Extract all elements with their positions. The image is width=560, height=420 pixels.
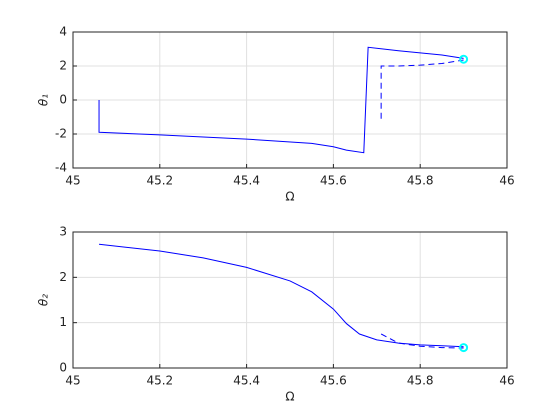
y-tick-label: 0 (59, 361, 67, 375)
x-tick-label: 45.8 (407, 174, 434, 188)
y-axis-label: θ₂ (37, 294, 51, 306)
y-tick-label: -4 (55, 161, 67, 175)
y-tick-label: 2 (59, 270, 67, 284)
x-tick-label: 45.2 (146, 374, 173, 388)
y-tick-label: -2 (55, 127, 67, 141)
marker (459, 54, 469, 64)
x-axis-label: Ω (285, 190, 294, 204)
axes-box (72, 31, 508, 169)
y-axis-label: θ₁ (37, 94, 51, 106)
y-tick-label: 3 (59, 225, 67, 239)
x-tick-label: 45 (65, 374, 80, 388)
x-tick-label: 45 (65, 174, 80, 188)
data-line (380, 59, 464, 119)
y-tick-label: 0 (59, 93, 67, 107)
data-line (380, 333, 464, 349)
marker (459, 343, 469, 353)
x-tick-label: 46 (499, 374, 514, 388)
data-line (98, 243, 464, 348)
x-tick-label: 45.8 (407, 374, 434, 388)
x-tick-label: 45.2 (146, 174, 173, 188)
x-axis-label: Ω (285, 390, 294, 404)
x-tick-label: 45.6 (320, 374, 347, 388)
y-tick-label: 2 (59, 59, 67, 73)
x-tick-label: 45.4 (233, 174, 260, 188)
x-tick-label: 46 (499, 174, 514, 188)
y-tick-label: 4 (59, 25, 67, 39)
axes-box (72, 231, 508, 369)
x-tick-label: 45.4 (233, 374, 260, 388)
x-tick-label: 45.6 (320, 174, 347, 188)
data-line (98, 46, 464, 154)
y-tick-label: 1 (59, 315, 67, 329)
